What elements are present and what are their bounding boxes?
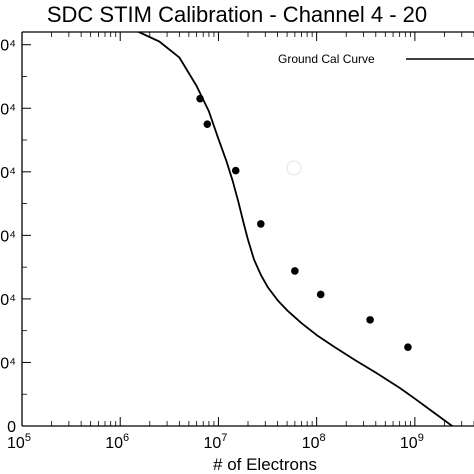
- legend-label: Ground Cal Curve: [278, 52, 375, 66]
- x-axis-label: # of Electrons: [213, 455, 317, 474]
- x-tick-label-exponent: 6: [123, 432, 129, 444]
- measured-data-point: [316, 290, 325, 299]
- measured-data-point: [257, 220, 265, 228]
- y-tick-label: 0⁴: [0, 165, 16, 182]
- x-tick-label: 109: [400, 432, 424, 452]
- y-tick-label: 0⁴: [0, 355, 16, 372]
- measured-data-point: [404, 343, 412, 352]
- x-tick-label-base: 10: [203, 435, 221, 452]
- x-tick-label-base: 10: [105, 435, 123, 452]
- x-tick-label-base: 10: [7, 435, 25, 452]
- measured-data-point: [203, 120, 212, 128]
- measured-data-point: [366, 316, 374, 324]
- measured-data-point: [291, 267, 299, 275]
- y-tick-label: 0⁴: [0, 228, 16, 245]
- measured-data-point: [231, 166, 240, 175]
- x-tick-label-exponent: 7: [221, 432, 227, 444]
- measured-data-point: [196, 94, 204, 103]
- chart-title: SDC STIM Calibration - Channel 4 - 20: [47, 2, 427, 27]
- x-tick-label: 108: [302, 432, 326, 452]
- legend: Ground Cal Curve: [278, 52, 474, 66]
- x-tick-label-base: 10: [302, 435, 320, 452]
- x-tick-label-exponent: 9: [418, 432, 424, 444]
- x-tick-label-exponent: 8: [319, 432, 325, 444]
- plot-area: [136, 32, 454, 426]
- x-tick-label: 105: [7, 432, 31, 452]
- plot-clip-group: [136, 32, 454, 426]
- stray-circle-mark: [286, 160, 302, 176]
- y-tick-label: 0⁴: [0, 38, 16, 55]
- x-tick-label-base: 10: [400, 435, 418, 452]
- y-tick-label: 0⁴: [0, 292, 16, 309]
- x-tick-label-exponent: 5: [25, 432, 31, 444]
- ground-cal-curve-line: [136, 32, 454, 426]
- x-tick-label: 107: [203, 432, 227, 452]
- x-tick-label: 106: [105, 432, 129, 452]
- y-tick-label: 0⁴: [0, 101, 16, 118]
- y-tick-label: 0: [7, 419, 16, 436]
